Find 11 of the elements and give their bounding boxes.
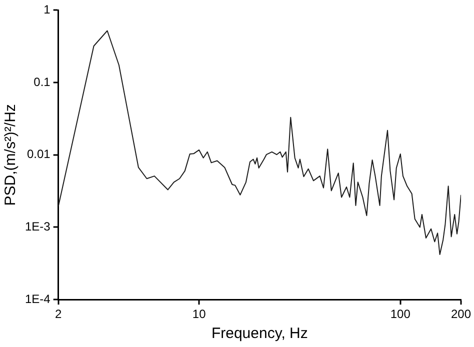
x-axis-title: Frequency, Hz <box>211 325 308 342</box>
y-tick-label: 1E-4 <box>24 292 51 306</box>
x-tick-label: 2 <box>55 307 62 322</box>
y-tick-label: 1 <box>44 2 51 17</box>
x-tick-label: 200 <box>450 307 472 322</box>
x-tick-label: 100 <box>390 307 411 322</box>
y-tick-label: 0.1 <box>34 74 51 89</box>
x-tick-label: 10 <box>192 307 206 322</box>
y-tick-label: 0.01 <box>26 147 51 162</box>
y-axis-title: PSD,(m/s²)²/Hz <box>2 104 20 206</box>
y-tick-label: 1E-3 <box>24 220 51 234</box>
